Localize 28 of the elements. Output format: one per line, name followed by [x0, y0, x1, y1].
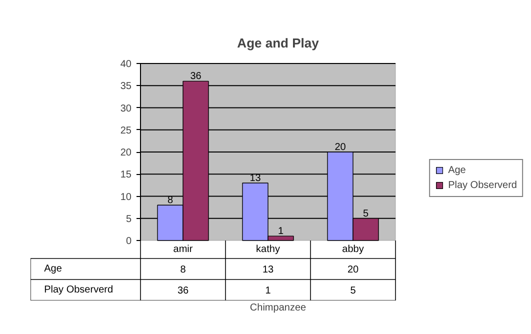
y-tick-label: 20	[120, 148, 132, 158]
y-tick-label: 15	[120, 170, 132, 181]
y-tick-label: 30	[120, 103, 132, 114]
legend-label: Play Observerd	[448, 180, 517, 190]
text: 36	[177, 286, 189, 296]
y-tick-label: 0	[126, 236, 132, 247]
y-tick-label: 25	[120, 125, 132, 136]
y-tick-label: 40	[120, 59, 132, 70]
legend-label: Age	[448, 164, 467, 176]
y-tick-label: 10	[120, 192, 132, 203]
text: Play Observerd	[44, 284, 114, 296]
y-tick-label: 5	[126, 214, 132, 225]
text: 20	[347, 264, 359, 276]
data-label: 5	[362, 208, 369, 220]
x-tick-label: amir	[173, 244, 194, 255]
data-label: 36	[190, 71, 202, 82]
x-tick-label: abby	[342, 244, 364, 255]
text: 8	[180, 264, 186, 276]
text: 5	[350, 286, 356, 296]
chart-title: Age and Play	[237, 36, 320, 50]
text: Age	[44, 264, 62, 274]
data-label: 1	[278, 226, 284, 238]
data-label: 20	[334, 142, 346, 153]
text: 1	[265, 286, 272, 296]
y-tick-label: 35	[120, 81, 132, 92]
x-tick-label: kathy	[256, 244, 280, 255]
text: 13	[262, 264, 274, 276]
x-axis-title: Chimpanzee	[250, 302, 307, 314]
